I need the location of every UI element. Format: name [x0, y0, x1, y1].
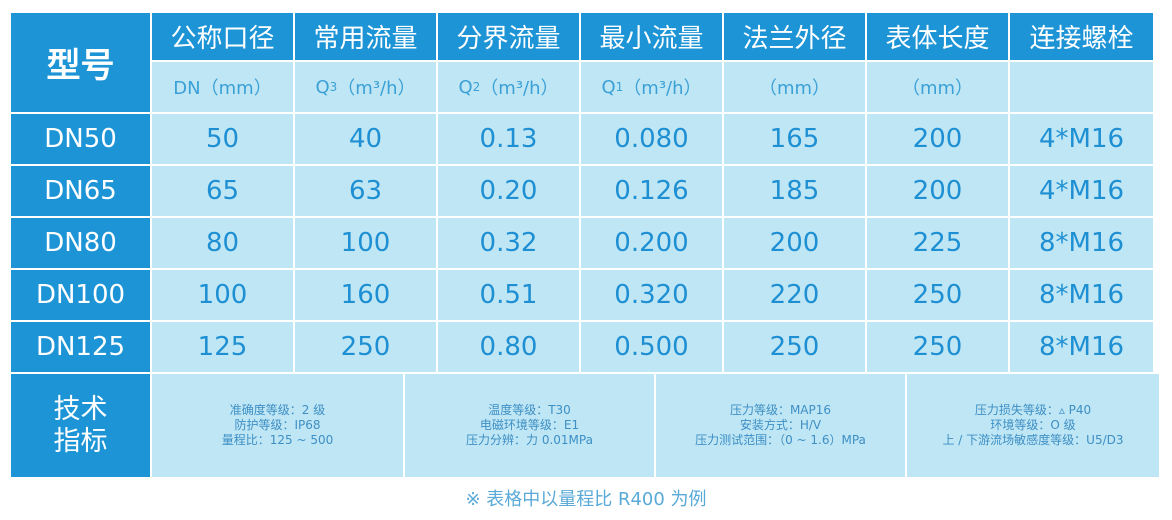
table-cell: 0.13	[438, 114, 581, 166]
tech-spec-line: 压力损失等级：▵ P40	[974, 403, 1092, 417]
tech-cells: 准确度等级：2 级防护等级：IP68 量程比：125 ~ 500 温度等级：T30 电…	[152, 374, 1159, 477]
tech-spec-line: 准确度等级：2 级	[229, 403, 326, 417]
tech-specs-row: 技术 指标 准确度等级：2 级防护等级：IP68 量程比：125 ~ 500 温度等…	[11, 374, 1159, 477]
tech-spec-line: 压力等级：MAP16	[729, 403, 832, 417]
tech-spec-cell: 压力损失等级：▵ P40 环境等级：O 级上 / 下游流场敏感度等级：U5/D3	[907, 374, 1159, 477]
table-cell: 200	[724, 218, 867, 270]
table-cell: 0.51	[438, 270, 581, 322]
header-row-units: DN（mm） Q 3 （m³/h） Q 2 （m³/h） Q 1 （m³/h） （mm） （mm）	[152, 62, 1153, 114]
table-cell: 250	[295, 322, 438, 374]
table-cell: 200	[867, 114, 1010, 166]
table-cell: 0.32	[438, 218, 581, 270]
column-header: 连接螺栓	[1010, 13, 1153, 62]
table-row: DN65 65 63 0.20 0.126 185 200 4*M16	[11, 166, 1159, 218]
flow-symbol: Q	[601, 76, 616, 98]
column-unit: Q 2 （m³/h）	[438, 62, 581, 114]
header-row-names: 公称口径 常用流量 分界流量 最小流量 法兰外径 表体长度 连接螺栓	[152, 13, 1153, 62]
flow-unit: （m³/h）	[480, 78, 559, 99]
table-cell: 4*M16	[1010, 114, 1153, 166]
flow-unit: （m³/h）	[337, 78, 416, 99]
table-cell: 4*M16	[1010, 166, 1153, 218]
table-row: DN50 50 40 0.13 0.080 165 200 4*M16	[11, 114, 1159, 166]
column-unit: （mm）	[867, 62, 1010, 114]
table-cell: 8*M16	[1010, 218, 1153, 270]
tech-spec-line: 压力分辨：力 0.01MPa	[466, 433, 593, 447]
model-cell: DN65	[11, 166, 152, 218]
column-unit: Q 3 （m³/h）	[295, 62, 438, 114]
table-cell: 0.20	[438, 166, 581, 218]
column-header: 表体长度	[867, 13, 1010, 62]
model-cell: DN80	[11, 218, 152, 270]
table-cell: 50	[152, 114, 295, 166]
table-cell: 0.500	[581, 322, 724, 374]
table-cell: 0.80	[438, 322, 581, 374]
tech-spec-line: 防护等级：IP68	[234, 418, 321, 432]
table-cell: 0.080	[581, 114, 724, 166]
tech-spec-line: 环境等级：O 级	[990, 418, 1076, 432]
table-cell: 0.320	[581, 270, 724, 322]
tech-spec-line: 量程比：125 ~ 500	[221, 433, 334, 447]
column-header: 常用流量	[295, 13, 438, 62]
model-header: 型号	[11, 13, 152, 114]
table-cell: 40	[295, 114, 438, 166]
flow-subscript: 1	[615, 80, 624, 94]
footnote: ※ 表格中以量程比 R400 为例	[465, 489, 707, 510]
flow-symbol: Q	[458, 76, 473, 98]
data-rows: DN50 50 40 0.13 0.080 165 200 4*M16 DN65 65 63 0.20…	[11, 114, 1159, 374]
tech-label-line2: 指标	[53, 425, 108, 457]
column-header: 最小流量	[581, 13, 724, 62]
tech-label-line1: 技术	[53, 393, 108, 425]
tech-spec-line: 上 / 下游流场敏感度等级：U5/D3	[942, 433, 1124, 447]
table-cell: 250	[867, 322, 1010, 374]
model-cell: DN100	[11, 270, 152, 322]
table-cell: 250	[724, 322, 867, 374]
table-cell: 80	[152, 218, 295, 270]
table-cell: 8*M16	[1010, 270, 1153, 322]
flow-symbol: Q	[315, 76, 330, 98]
table-cell: 100	[152, 270, 295, 322]
tech-spec-line: 安装方式：H/V	[739, 418, 822, 432]
column-unit	[1010, 62, 1153, 114]
table-row: DN100 100 160 0.51 0.320 220 250 8*M16	[11, 270, 1159, 322]
tech-spec-cell: 温度等级：T30 电磁环境等级：E1 压力分辨：力 0.01MPa	[405, 374, 656, 477]
table-cell: 125	[152, 322, 295, 374]
header-block: 型号 公称口径 常用流量 分界流量 最小流量 法兰外径 表体长度 连接螺栓 DN（mm） Q 3…	[11, 13, 1159, 114]
table-cell: 185	[724, 166, 867, 218]
table-cell: 225	[867, 218, 1010, 270]
table-cell: 63	[295, 166, 438, 218]
header-columns: 公称口径 常用流量 分界流量 最小流量 法兰外径 表体长度 连接螺栓 DN（mm） Q 3 （m³…	[152, 13, 1153, 114]
table-cell: 0.126	[581, 166, 724, 218]
spec-table: 型号 公称口径 常用流量 分界流量 最小流量 法兰外径 表体长度 连接螺栓 DN（mm） Q 3…	[11, 13, 1159, 477]
table-cell: 165	[724, 114, 867, 166]
flow-unit: （m³/h）	[623, 78, 702, 99]
table-cell: 200	[867, 166, 1010, 218]
column-unit: DN（mm）	[152, 62, 295, 114]
table-cell: 220	[724, 270, 867, 322]
table-row: DN80 80 100 0.32 0.200 200 225 8*M16	[11, 218, 1159, 270]
tech-spec-cell: 压力等级：MAP16 安装方式：H/V 压力测试范围：（0 ~ 1.6）MPa	[656, 374, 907, 477]
tech-spec-cell: 准确度等级：2 级防护等级：IP68 量程比：125 ~ 500	[152, 374, 405, 477]
column-header: 公称口径	[152, 13, 295, 62]
column-unit: （mm）	[724, 62, 867, 114]
model-cell: DN125	[11, 322, 152, 374]
tech-specs-label: 技术 指标	[11, 374, 152, 477]
table-cell: 0.200	[581, 218, 724, 270]
tech-spec-line: 电磁环境等级：E1	[479, 418, 580, 432]
column-header: 法兰外径	[724, 13, 867, 62]
table-cell: 250	[867, 270, 1010, 322]
flow-subscript: 3	[329, 80, 338, 94]
table-cell: 65	[152, 166, 295, 218]
table-cell: 8*M16	[1010, 322, 1153, 374]
column-header: 分界流量	[438, 13, 581, 62]
tech-spec-line: 温度等级：T30	[488, 403, 571, 417]
column-unit: Q 1 （m³/h）	[581, 62, 724, 114]
model-cell: DN50	[11, 114, 152, 166]
table-cell: 100	[295, 218, 438, 270]
table-row: DN125 125 250 0.80 0.500 250 250 8*M16	[11, 322, 1159, 374]
flow-subscript: 2	[472, 80, 481, 94]
table-cell: 160	[295, 270, 438, 322]
tech-spec-line: 压力测试范围：（0 ~ 1.6）MPa	[695, 433, 866, 447]
